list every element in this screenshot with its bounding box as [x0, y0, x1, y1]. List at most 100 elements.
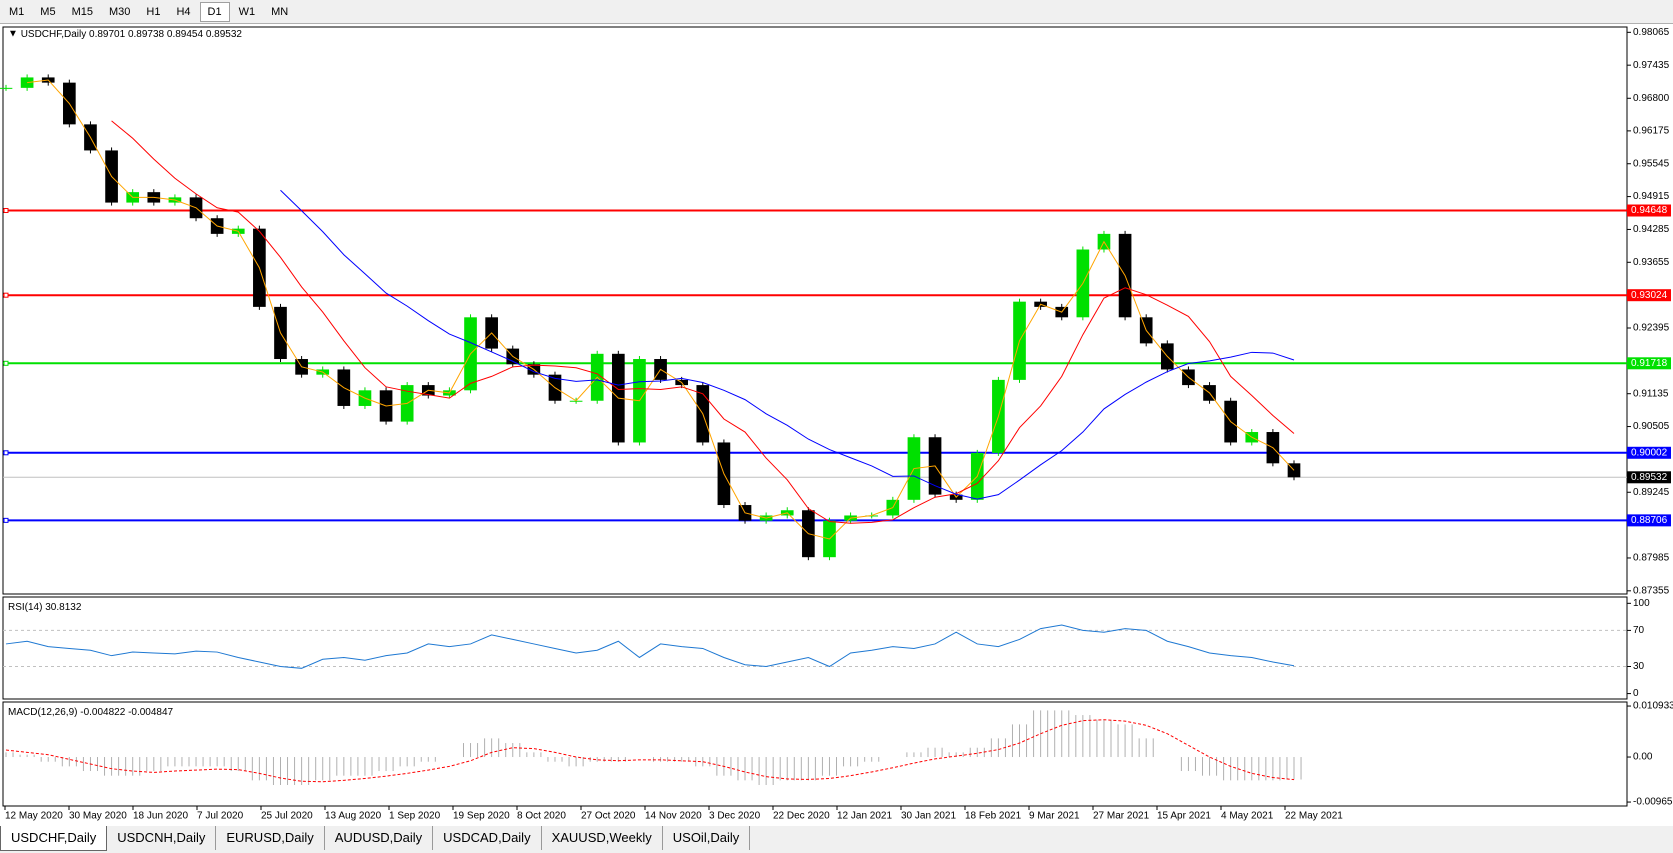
- y-tick-label: 0.89245: [1633, 487, 1670, 498]
- moving-average: [27, 79, 1295, 540]
- y-tick-label: 0.92395: [1633, 323, 1670, 334]
- toolbar: M1 M5 M15 M30 H1 H4 D1 W1 MN: [0, 0, 1673, 24]
- rsi-header: RSI(14) 30.8132: [8, 602, 82, 613]
- level-handle: [3, 360, 9, 366]
- level-handle: [3, 517, 9, 523]
- panel-frame: [2, 701, 1628, 807]
- level-label: 0.88706: [1631, 515, 1668, 526]
- chart-tab[interactable]: USDCAD,Daily: [433, 826, 542, 850]
- chart-tab[interactable]: USDCNH,Daily: [107, 826, 217, 850]
- chart-tab[interactable]: EURUSD,Daily: [216, 826, 325, 850]
- x-tick-label: 12 Jan 2021: [837, 811, 892, 822]
- timeframe-button[interactable]: D1: [199, 1, 230, 22]
- y-tick-label: 100: [1633, 598, 1650, 609]
- timeframe-button[interactable]: M30: [108, 5, 131, 18]
- macd-header: MACD(12,26,9) -0.004822 -0.004847: [8, 707, 174, 718]
- level-label: 0.90002: [1631, 447, 1668, 458]
- x-tick-label: 7 Jul 2020: [197, 811, 244, 822]
- x-tick-label: 30 Jan 2021: [901, 811, 956, 822]
- ohlc-value: 0.89454: [167, 29, 204, 40]
- chart-header: ▼ USDCHF,Daily 0.89701 0.89738 0.89454 0…: [8, 29, 242, 40]
- level-label: 0.91718: [1631, 358, 1668, 369]
- x-tick-label: 18 Jun 2020: [133, 811, 188, 822]
- level-label-box: [1627, 204, 1671, 217]
- bid-label: 0.89532: [1631, 472, 1668, 483]
- y-tick-label: 0.94285: [1633, 224, 1670, 235]
- moving-average: [280, 189, 1295, 500]
- x-tick-label: 3 Dec 2020: [709, 811, 761, 822]
- chart-tab[interactable]: XAUUSD,Weekly: [542, 826, 663, 850]
- y-tick-label: 30: [1633, 661, 1645, 672]
- level-label-box: [1627, 514, 1671, 527]
- x-tick-label: 27 Oct 2020: [581, 811, 636, 822]
- x-tick-label: 25 Jul 2020: [261, 811, 313, 822]
- x-tick-label: 1 Sep 2020: [389, 811, 441, 822]
- y-tick-label: 0.91135: [1633, 388, 1669, 399]
- background: [0, 24, 1673, 826]
- timeframe-button[interactable]: H1: [146, 5, 161, 18]
- y-tick-label: 0.97435: [1633, 60, 1670, 71]
- timeframe-button[interactable]: M15: [71, 5, 93, 18]
- timeframe-button[interactable]: M1: [9, 5, 25, 18]
- x-tick-label: 18 Feb 2021: [965, 811, 1022, 822]
- rsi-line: [5, 624, 1295, 669]
- bid-label-box: [1627, 471, 1671, 484]
- level-label-box: [1627, 357, 1671, 370]
- y-tick-label: 0.010933: [1633, 701, 1673, 712]
- chart-tab[interactable]: AUDUSD,Daily: [325, 826, 434, 850]
- moving-average: [111, 120, 1295, 524]
- y-tick-label: 0.87355: [1633, 585, 1670, 596]
- x-tick-label: 30 May 2020: [69, 811, 127, 822]
- level-handle: [3, 292, 9, 298]
- y-tick-label: 0.96175: [1633, 126, 1670, 137]
- y-tick-label: 0.00: [1633, 752, 1653, 763]
- symbol: USDCHF,Daily: [21, 29, 87, 40]
- timeframe-button[interactable]: M5: [40, 5, 56, 18]
- level-handle: [3, 208, 9, 214]
- level-handle: [3, 450, 9, 456]
- chart-tab[interactable]: USOil,Daily: [663, 826, 751, 850]
- x-tick-label: 27 Mar 2021: [1093, 811, 1150, 822]
- timeframe-button[interactable]: H4: [176, 5, 191, 18]
- y-tick-label: 0.98065: [1633, 27, 1670, 38]
- timeframe-button[interactable]: MN: [271, 5, 289, 18]
- y-tick-label: 0.93655: [1633, 257, 1670, 268]
- x-tick-label: 14 Nov 2020: [645, 811, 702, 822]
- ohlc-value: 0.89738: [128, 29, 165, 40]
- level-label-box: [1627, 289, 1671, 302]
- ohlc-value: 0.89701: [89, 29, 126, 40]
- y-tick-label: 70: [1633, 625, 1645, 636]
- y-tick-label: 0.87985: [1633, 553, 1670, 564]
- y-tick-label: -0.009653: [1633, 797, 1673, 808]
- chart-tab[interactable]: USDCHF,Daily: [0, 826, 108, 851]
- y-tick-label: 0.96800: [1633, 93, 1670, 104]
- x-tick-label: 22 May 2021: [1285, 811, 1343, 822]
- y-tick-label: 0: [1633, 688, 1639, 699]
- level-label: 0.93024: [1631, 290, 1668, 301]
- macd-main: -0.004822: [80, 707, 125, 718]
- panel-frame: [2, 26, 1628, 595]
- x-tick-label: 13 Aug 2020: [325, 811, 382, 822]
- ohlc-value: 0.89532: [206, 29, 243, 40]
- x-tick-label: 15 Apr 2021: [1157, 811, 1211, 822]
- rsi-value: 30.8132: [45, 602, 82, 613]
- candle: [0, 87, 13, 89]
- y-tick-label: 0.94915: [1633, 191, 1670, 202]
- macd-signal-value: -0.004847: [128, 707, 173, 718]
- x-tick-label: 9 Mar 2021: [1029, 811, 1080, 822]
- x-tick-label: 12 May 2020: [5, 811, 63, 822]
- panel-frame: [2, 596, 1628, 700]
- chart-window: 0.98065 0.97435 0.96800 0.96175 0.95545 0.949…: [0, 24, 1673, 826]
- macd-label: MACD(12,26,9): [8, 707, 77, 718]
- y-tick-label: 0.90505: [1633, 421, 1670, 432]
- macd-signal: [5, 719, 1295, 783]
- x-tick-label: 4 May 2021: [1221, 811, 1274, 822]
- timeframe-button[interactable]: W1: [238, 5, 256, 18]
- x-tick-label: 22 Dec 2020: [773, 811, 830, 822]
- chart-tabs: USDCHF,Daily USDCNH,Daily EURUSD,Daily AUDU…: [0, 826, 1673, 853]
- x-tick-label: 8 Oct 2020: [517, 811, 566, 822]
- y-tick-label: 0.95545: [1633, 158, 1670, 169]
- rsi-name: RSI(14): [8, 602, 42, 613]
- x-tick-label: 19 Sep 2020: [453, 811, 510, 822]
